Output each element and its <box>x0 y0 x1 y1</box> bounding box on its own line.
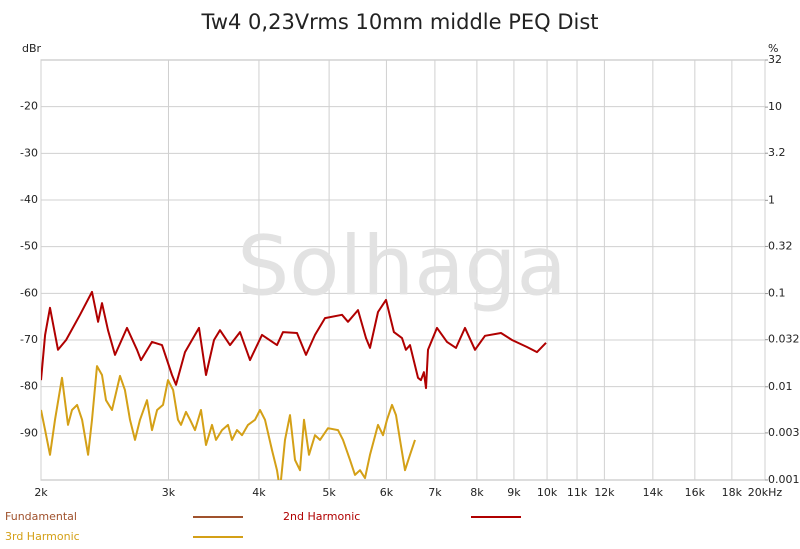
x-tick-label: 3k <box>162 486 176 499</box>
y-tick-label: -90 <box>20 426 38 439</box>
x-tick-label: 18k <box>722 486 743 499</box>
series-line <box>41 365 416 480</box>
x-tick-label: 16k <box>685 486 706 499</box>
x-tick-label: 12k <box>594 486 615 499</box>
x-tick-label: 11k <box>567 486 588 499</box>
y-axis-label: dBr <box>22 42 42 55</box>
x-tick-label: 9k <box>507 486 521 499</box>
y-tick-label: -50 <box>20 240 38 253</box>
x-tick-label: 2k <box>34 486 48 499</box>
y2-tick-label: 10 <box>768 100 782 113</box>
y2-tick-label: 32 <box>768 53 782 66</box>
x-tick-label: 20kHz <box>748 486 783 499</box>
y2-tick-label: 0.001 <box>768 473 800 486</box>
x-tick-label: 6k <box>380 486 394 499</box>
y-tick-label: -30 <box>20 146 38 159</box>
chart-title: Tw4 0,23Vrms 10mm middle PEQ Dist <box>200 10 598 34</box>
y-tick-label: -20 <box>20 100 38 113</box>
legend-label: Fundamental <box>5 510 77 523</box>
x-tick-label: 8k <box>470 486 484 499</box>
y-tick-label: -60 <box>20 286 38 299</box>
y2-tick-label: 3.2 <box>768 146 786 159</box>
y-tick-label: -70 <box>20 333 38 346</box>
y2-axis-label: % <box>768 42 778 55</box>
y2-tick-label: 0.0032 <box>768 426 800 439</box>
legend-label: 2nd Harmonic <box>283 510 360 523</box>
y-tick-label: -80 <box>20 380 38 393</box>
y2-tick-label: 0.032 <box>768 333 800 346</box>
x-tick-label: 5k <box>322 486 336 499</box>
watermark: Solhaga <box>237 219 567 314</box>
y-tick-label: -40 <box>20 193 38 206</box>
x-tick-label: 10k <box>537 486 558 499</box>
y2-tick-label: 0.1 <box>768 287 786 300</box>
y2-tick-label: 0.01 <box>768 380 793 393</box>
x-tick-label: 7k <box>428 486 442 499</box>
y2-tick-label: 1 <box>768 193 775 206</box>
x-tick-label: 14k <box>643 486 664 499</box>
series-line <box>41 290 547 390</box>
legend-label: 3rd Harmonic <box>5 530 80 543</box>
x-tick-label: 4k <box>252 486 266 499</box>
y2-tick-label: 0.32 <box>768 239 793 252</box>
